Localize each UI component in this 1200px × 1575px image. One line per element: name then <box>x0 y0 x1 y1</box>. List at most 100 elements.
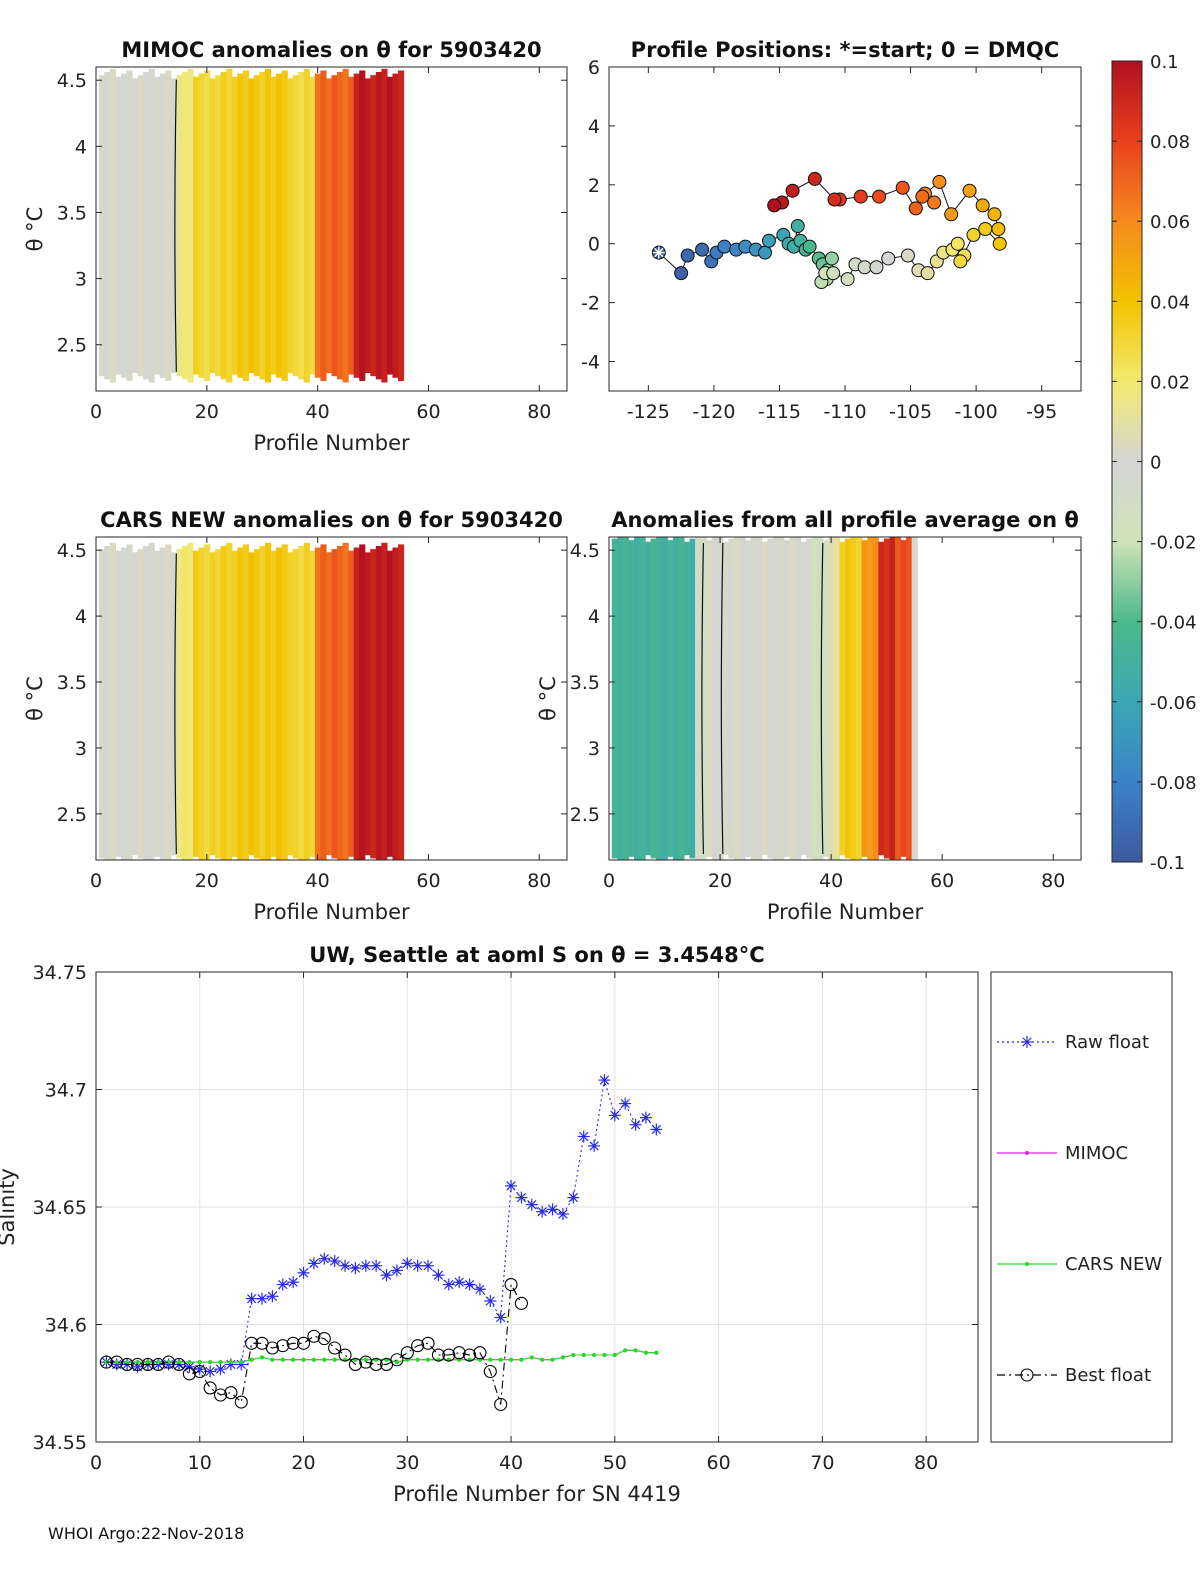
heatmap-cell <box>242 544 249 860</box>
heatmap-cell <box>348 550 355 857</box>
y-tick-label: 2 <box>588 175 600 197</box>
data-point-star <box>184 1362 195 1372</box>
legend-box <box>990 971 1173 1443</box>
data-point-star <box>485 1296 495 1306</box>
x-tick-label: 70 <box>810 1452 834 1474</box>
heatmap-cell <box>314 547 322 860</box>
mimoc-title: MIMOC anomalies on θ for 5903420 <box>121 38 541 62</box>
profile-position-point <box>992 236 1007 251</box>
heatmap-cell <box>900 540 907 857</box>
heatmap-cell <box>833 537 841 860</box>
profile-position-point <box>857 260 872 275</box>
data-point-star <box>309 1258 319 1269</box>
heatmap-cell <box>370 75 377 377</box>
data-point-star <box>651 1124 661 1135</box>
heatmap-cell <box>215 75 222 377</box>
data-point-circle <box>234 1395 248 1409</box>
heatmap-cell <box>711 537 718 860</box>
heatmap-cell <box>861 540 868 857</box>
data-point-star <box>527 1199 537 1210</box>
profile-position-point <box>908 201 923 216</box>
heatmap-cell <box>220 72 227 380</box>
heatmap-cell <box>104 72 111 380</box>
heatmap-cell <box>325 78 333 374</box>
legend-label: MIMOC <box>1065 1143 1128 1164</box>
heatmap-cell <box>828 537 835 860</box>
x-tick-label: 40 <box>499 1452 523 1474</box>
heatmap-cell <box>370 549 377 859</box>
heatmap-cell <box>800 541 807 856</box>
data-point-circle <box>494 1397 508 1411</box>
heatmap-cell <box>98 549 105 859</box>
heatmap-cell <box>633 537 641 860</box>
heatmap-cell <box>706 540 713 857</box>
heatmap-cell <box>226 542 233 860</box>
data-point-circle <box>514 1296 528 1310</box>
heatmap-cell <box>906 537 913 860</box>
data-point-star <box>620 1098 630 1109</box>
heatmap-cell <box>181 545 189 860</box>
data-point-star <box>537 1207 547 1217</box>
series-best-float <box>99 1278 528 1411</box>
data-point-circle <box>390 1353 404 1367</box>
data-point-star <box>361 1261 371 1271</box>
data-point-dot <box>311 1357 316 1362</box>
heatmap-cell <box>187 68 194 383</box>
y-tick-label: 3 <box>588 738 600 760</box>
data-point-dot <box>208 1360 213 1365</box>
data-point-circle <box>421 1336 435 1350</box>
heatmap-cell <box>309 550 316 857</box>
x-tick-label: 50 <box>603 1452 627 1474</box>
data-point-star <box>599 1075 610 1085</box>
data-point-star <box>413 1261 423 1271</box>
heatmap-cell <box>750 537 757 860</box>
data-point-circle <box>224 1386 238 1400</box>
data-point-circle <box>172 1357 186 1371</box>
legend-label: Raw float <box>1065 1032 1149 1053</box>
data-point-star <box>641 1113 651 1123</box>
zero-contour <box>174 79 177 372</box>
cars-heatmap <box>98 542 405 860</box>
x-tick-label: 30 <box>395 1452 419 1474</box>
heatmap-cell <box>611 538 618 859</box>
data-point-star <box>215 1364 226 1374</box>
data-point-dot <box>332 1357 337 1362</box>
heatmap-cell <box>817 537 824 860</box>
data-point-dot <box>135 1360 140 1365</box>
profile-position-point <box>932 174 947 189</box>
series-line <box>106 1282 522 1405</box>
series-raw-float <box>100 1074 663 1378</box>
cars-ylabel: θ °C <box>23 676 47 721</box>
x-tick-label: 80 <box>527 870 551 892</box>
x-tick-label: 60 <box>416 401 440 423</box>
profile-position-point <box>987 207 1002 222</box>
profile-position-point <box>881 251 896 266</box>
heatmap-cell <box>231 550 238 857</box>
heatmap-cell <box>667 540 674 857</box>
y-tick-label: 3 <box>75 269 87 291</box>
y-tick-label: -4 <box>581 352 600 374</box>
data-point-circle <box>359 1355 373 1369</box>
heatmap-cell <box>767 538 774 859</box>
heatmap-cell <box>137 549 144 859</box>
heatmap-cell <box>170 552 177 856</box>
heatmap-cell <box>756 537 763 860</box>
heatmap-cell <box>170 78 177 374</box>
profile-position-point <box>953 254 968 269</box>
colorbar-tick-label: 0.02 <box>1150 372 1190 393</box>
data-point-star <box>547 1204 558 1215</box>
heatmap-cell <box>375 545 382 860</box>
data-point-dot <box>270 1357 275 1362</box>
data-point-circle <box>504 1278 518 1292</box>
data-point-dot <box>322 1357 327 1362</box>
heatmap-cell <box>154 550 161 857</box>
colorbar-tick-label: 0.04 <box>1150 292 1190 313</box>
data-point-star <box>350 1263 361 1273</box>
data-point-star <box>392 1265 402 1276</box>
data-point-circle <box>182 1367 196 1381</box>
heatmap-cell <box>281 544 288 860</box>
heatmap-cell <box>215 549 222 859</box>
data-point-circle <box>411 1339 425 1353</box>
data-point-circle <box>338 1348 352 1362</box>
